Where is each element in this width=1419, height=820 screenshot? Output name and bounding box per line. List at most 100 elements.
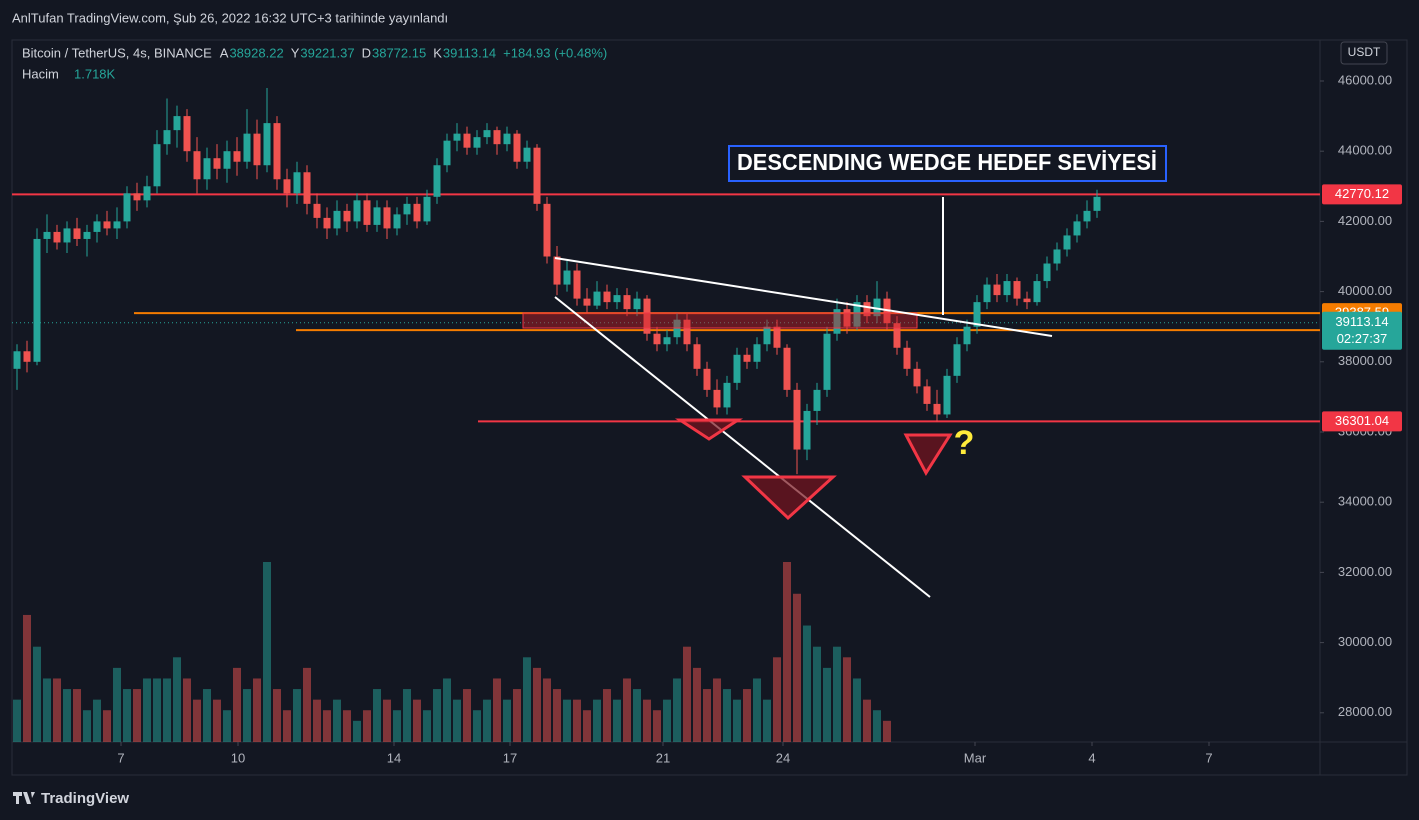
volume-label: Hacim bbox=[22, 66, 59, 81]
zone bbox=[522, 312, 918, 329]
candle-body bbox=[613, 295, 621, 303]
candle-body bbox=[493, 130, 501, 145]
volume-bar bbox=[333, 699, 341, 742]
candle-body bbox=[33, 238, 41, 362]
candle-body bbox=[373, 207, 381, 225]
volume-bar bbox=[323, 710, 331, 742]
volume-bar bbox=[693, 667, 701, 742]
plot bbox=[12, 88, 1320, 742]
y-tick-label: 32000.00 bbox=[1338, 564, 1392, 579]
candle-body bbox=[403, 203, 411, 215]
volume-bar bbox=[433, 689, 441, 742]
volume-bar bbox=[453, 699, 461, 742]
volume-bar bbox=[103, 710, 111, 742]
volume-bar bbox=[43, 678, 51, 742]
candle-body bbox=[693, 344, 701, 369]
y-tick-label: 28000.00 bbox=[1338, 704, 1392, 719]
candle-body bbox=[453, 133, 461, 141]
volume-bar bbox=[543, 678, 551, 742]
candle-body bbox=[393, 214, 401, 229]
x-tick-label: 10 bbox=[231, 750, 245, 765]
currency-box[interactable] bbox=[1340, 41, 1388, 65]
trend-line bbox=[554, 296, 931, 598]
candle-body bbox=[923, 386, 931, 404]
candle-body bbox=[593, 291, 601, 306]
candle-body bbox=[43, 231, 51, 239]
volume-bar bbox=[213, 699, 221, 742]
volume-bar bbox=[133, 689, 141, 742]
volume-bar bbox=[123, 689, 131, 742]
candle-body bbox=[443, 140, 451, 166]
candle-body bbox=[1053, 249, 1061, 264]
candle-body bbox=[193, 151, 201, 180]
ohlc-value: 38928.22 bbox=[229, 45, 283, 60]
volume-bar bbox=[273, 689, 281, 742]
candle-body bbox=[863, 302, 871, 317]
y-tick-label: 38000.00 bbox=[1338, 353, 1392, 368]
y-tick-label: 30000.00 bbox=[1338, 634, 1392, 649]
ohlc-key: K bbox=[433, 45, 442, 60]
candle-body bbox=[783, 347, 791, 390]
candle-body bbox=[463, 133, 471, 148]
x-tick-label: 4 bbox=[1088, 750, 1095, 765]
candle-body bbox=[353, 200, 361, 222]
candle-body bbox=[163, 130, 171, 145]
candle-body bbox=[273, 123, 281, 180]
candle-body bbox=[903, 347, 911, 369]
candle-body bbox=[683, 319, 691, 345]
candle-body bbox=[893, 323, 901, 348]
volume-bar bbox=[373, 689, 381, 742]
y-tick-label: 46000.00 bbox=[1338, 72, 1392, 87]
volume-bar bbox=[443, 678, 451, 742]
price-label-box bbox=[1322, 184, 1402, 205]
candle-body bbox=[823, 333, 831, 390]
candle-body bbox=[813, 389, 821, 411]
candle-body bbox=[603, 291, 611, 303]
candle-body bbox=[533, 147, 541, 204]
legend: Bitcoin / TetherUS, 4s, BINANCE Hacim 1.… bbox=[22, 45, 212, 81]
chart-frame bbox=[11, 39, 1408, 776]
x-tick-label: 24 bbox=[776, 750, 790, 765]
ohlc-value: 39113.14 bbox=[443, 45, 496, 60]
volume-bar bbox=[93, 699, 101, 742]
candle-body bbox=[103, 221, 111, 229]
volume-bar bbox=[783, 562, 791, 742]
ohlc-key: D bbox=[362, 45, 371, 60]
candle-body bbox=[433, 165, 441, 197]
candle-body bbox=[1063, 235, 1071, 250]
candle-body bbox=[383, 207, 391, 229]
candle-body bbox=[293, 172, 301, 194]
candle-body bbox=[853, 302, 861, 327]
candle-body bbox=[1013, 281, 1021, 299]
x-tick-label: 17 bbox=[503, 750, 517, 765]
candle-body bbox=[473, 137, 481, 148]
volume-bar bbox=[843, 657, 851, 742]
candle-body bbox=[183, 116, 191, 152]
logo bbox=[13, 792, 35, 804]
volume-bar bbox=[23, 614, 31, 742]
volume-bar bbox=[673, 678, 681, 742]
volume-bar bbox=[873, 710, 881, 742]
volume-bar bbox=[243, 689, 251, 742]
volume-bar bbox=[563, 699, 571, 742]
candle-body bbox=[513, 133, 521, 162]
volume-bar bbox=[313, 699, 321, 742]
candle-body bbox=[503, 133, 511, 145]
volume-bar bbox=[533, 667, 541, 742]
volume-bar bbox=[163, 678, 171, 742]
volume-bar bbox=[363, 710, 371, 742]
volume-bar bbox=[883, 720, 891, 742]
volume-bar bbox=[353, 720, 361, 742]
volume-bar bbox=[183, 678, 191, 742]
candle-body bbox=[363, 200, 371, 225]
candle-body bbox=[233, 151, 241, 162]
candle-body bbox=[733, 354, 741, 383]
candle-body bbox=[23, 351, 31, 362]
volume-bar bbox=[793, 593, 801, 742]
y-tick-label: 44000.00 bbox=[1338, 143, 1392, 158]
trend-line bbox=[554, 257, 1053, 337]
candle-body bbox=[933, 403, 941, 415]
candle-body bbox=[913, 368, 921, 387]
candle-body bbox=[643, 298, 651, 334]
